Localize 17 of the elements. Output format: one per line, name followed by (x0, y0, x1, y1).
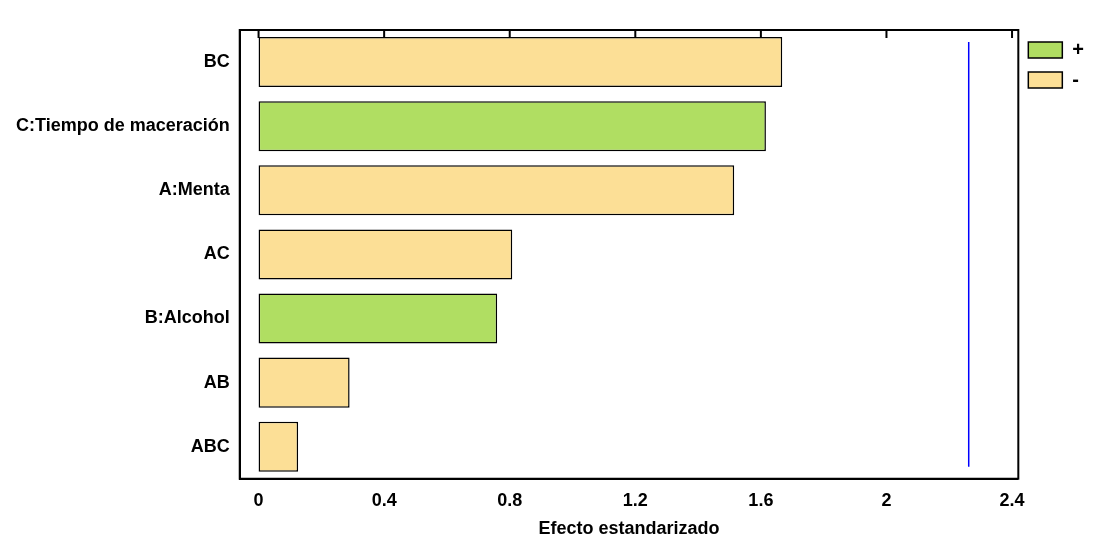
x-axis-title: Efecto estandarizado (538, 518, 720, 539)
x-tick-label: 1.6 (748, 489, 774, 510)
y-tick-label: AC (203, 243, 230, 264)
y-tick-label: C:Tiempo de maceración (16, 115, 230, 136)
y-tick-label: AB (203, 371, 230, 392)
x-tick-label: 1.2 (622, 489, 648, 510)
y-tick-label: BC (203, 51, 230, 72)
x-tick-label: 2 (881, 489, 892, 510)
legend-label: + (1072, 37, 1085, 60)
y-tick-label: A:Menta (158, 179, 231, 200)
x-tick-label: 0.4 (371, 489, 397, 510)
x-tick-label: 0.8 (497, 489, 523, 510)
legend-label: - (1072, 67, 1079, 90)
x-tick-label: 2.4 (999, 489, 1025, 510)
y-tick-label: ABC (190, 435, 230, 456)
x-tick-label: 0 (253, 489, 264, 510)
y-tick-label: B:Alcohol (144, 307, 230, 328)
